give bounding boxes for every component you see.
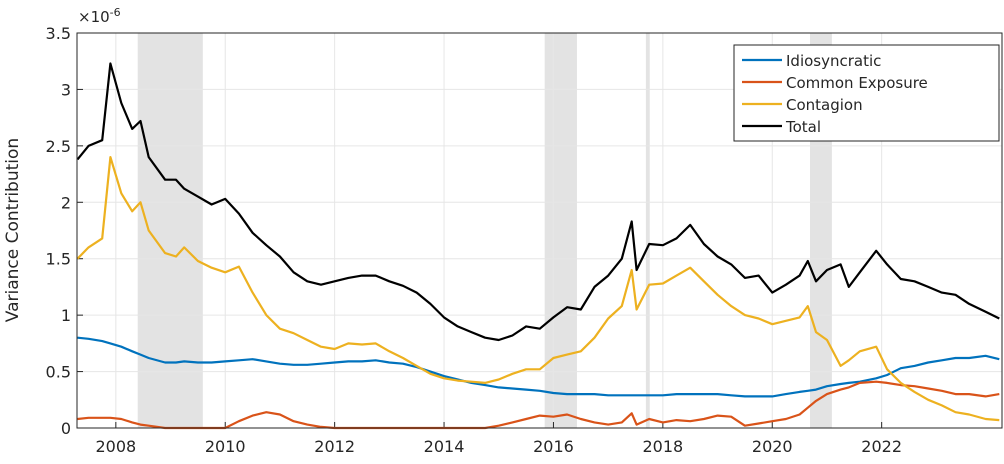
x-tick-label: 2014 — [424, 437, 465, 456]
x-tick-label: 2022 — [861, 437, 902, 456]
legend-label: Contagion — [786, 96, 863, 114]
x-tick-label: 2018 — [642, 437, 683, 456]
y-tick-label: 2.5 — [46, 137, 71, 156]
x-tick-label: 2010 — [205, 437, 246, 456]
y-tick-label: 0.5 — [46, 363, 71, 382]
series-line — [76, 62, 1000, 342]
x-tick-label: 2016 — [533, 437, 574, 456]
y-tick-label: 1.5 — [46, 250, 71, 269]
x-tick-label: 2020 — [752, 437, 793, 456]
x-tick-label: 2012 — [314, 437, 355, 456]
y-tick-label: 0 — [61, 419, 71, 438]
legend-label: Idiosyncratic — [786, 52, 881, 70]
series-line — [77, 336, 1000, 398]
y-multiplier-exponent: -6 — [110, 6, 121, 19]
y-tick-label: 1 — [61, 306, 71, 325]
legend: Idiosyncratic Common Exposure Contagion Tot… — [733, 44, 1000, 142]
legend-label: Total — [785, 118, 821, 136]
y-multiplier: ×10-6 — [78, 6, 121, 26]
y-axis-label: Variance Contribution — [3, 138, 23, 322]
y-tick-label: 2 — [61, 193, 71, 212]
axes-box — [76, 32, 1003, 429]
y-tick-label: 3.5 — [46, 24, 71, 43]
y-tick-label: 3 — [61, 80, 71, 99]
series-line — [76, 156, 1000, 422]
legend-label: Common Exposure — [786, 74, 928, 92]
x-tick-label: 2008 — [95, 437, 136, 456]
y-multiplier-base: ×10 — [78, 8, 110, 26]
shaded-period — [645, 33, 650, 428]
shaded-period — [544, 33, 577, 428]
shaded-period — [137, 33, 203, 428]
